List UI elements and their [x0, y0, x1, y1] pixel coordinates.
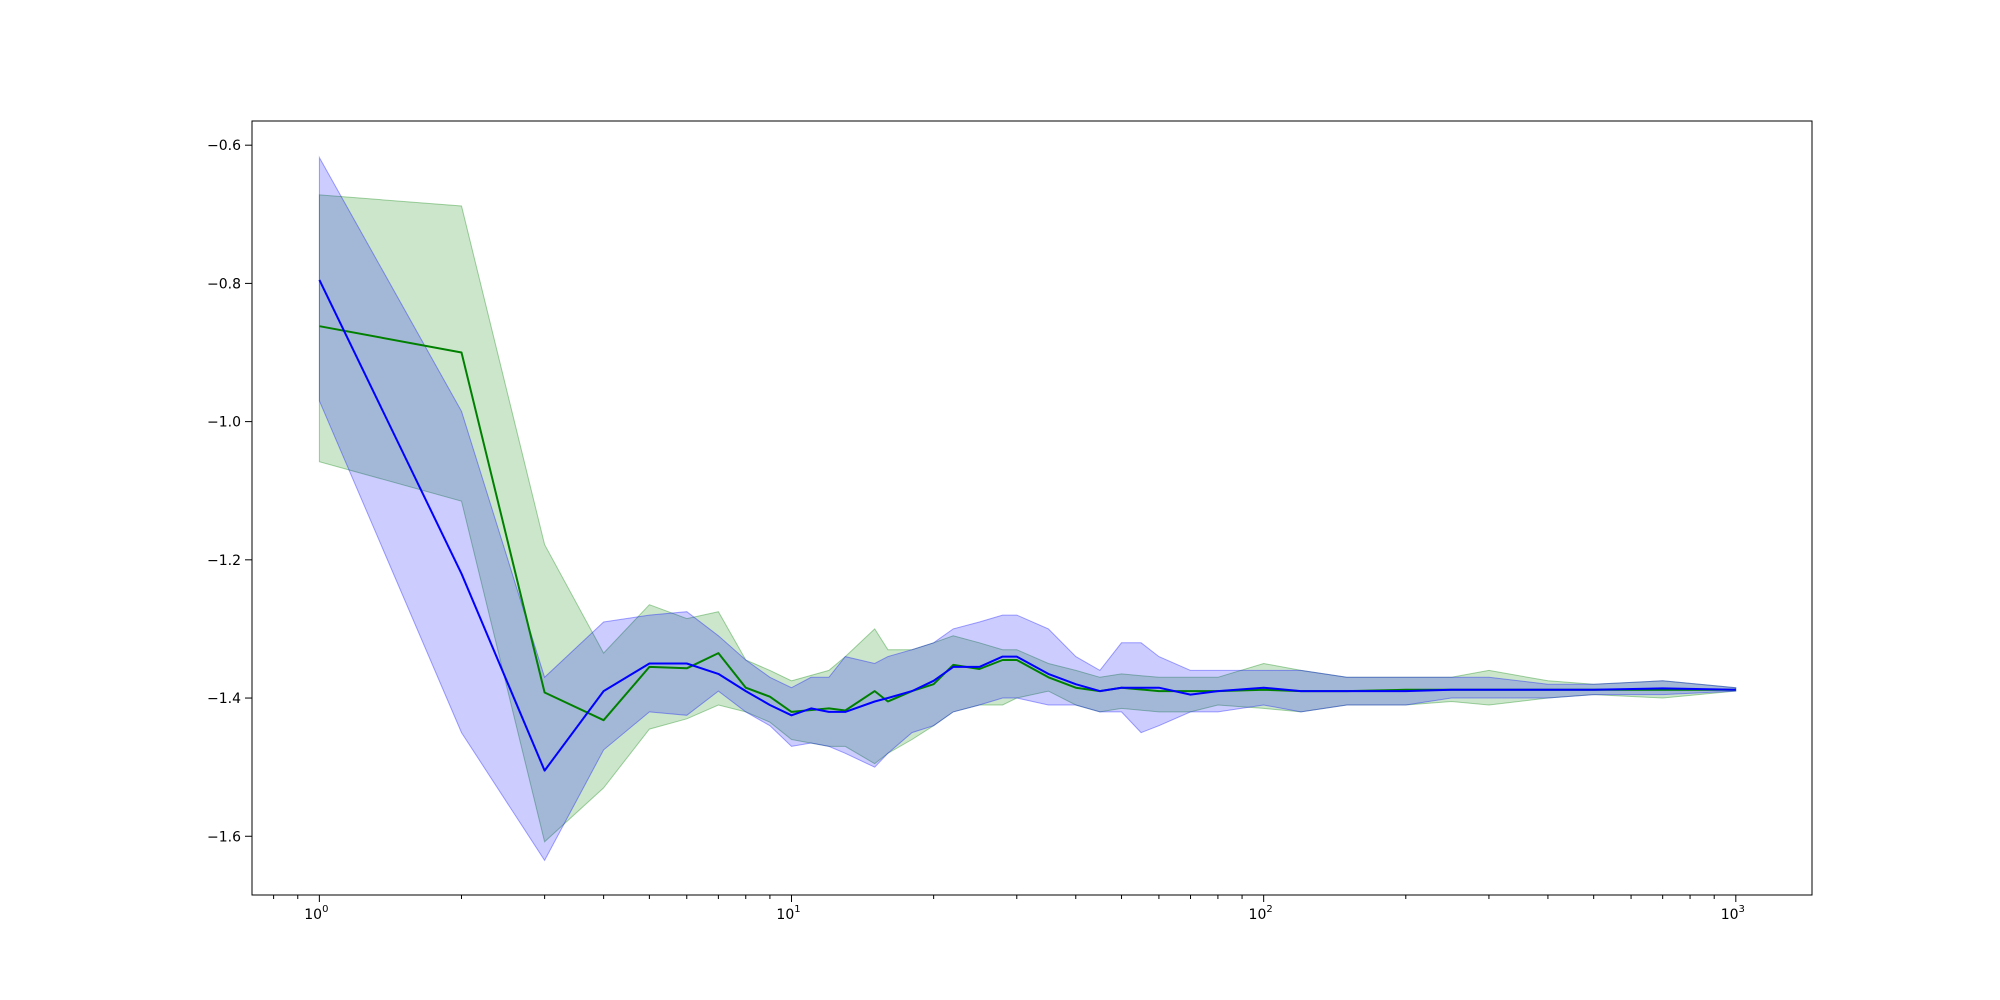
confidence-band-2 — [318, 155, 1737, 862]
confidence-band-1 — [318, 194, 1737, 843]
y-tick-label: −1.2 — [207, 553, 241, 569]
y-tick-label: −1.0 — [207, 415, 241, 431]
y-tick-label: −1.4 — [207, 691, 241, 707]
y-axis: −0.6 −0.8 −1.0 −1.2 −1.4 −1.6 — [207, 138, 252, 845]
series-lines — [318, 279, 1736, 772]
series-line-2 — [318, 279, 1736, 772]
axes-frame — [251, 120, 1813, 896]
plot-area — [318, 155, 1737, 862]
y-tick-label: −1.6 — [207, 829, 241, 845]
confidence-bands — [318, 155, 1737, 862]
y-tick-label: −0.6 — [207, 138, 241, 154]
series-line-1 — [319, 325, 1736, 722]
y-tick-label: −0.8 — [207, 276, 241, 292]
